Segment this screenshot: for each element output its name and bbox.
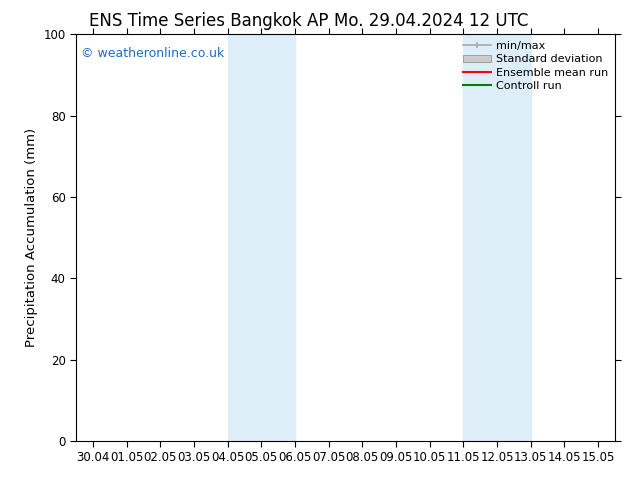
Text: © weatheronline.co.uk: © weatheronline.co.uk [81, 47, 224, 59]
Text: ENS Time Series Bangkok AP: ENS Time Series Bangkok AP [89, 12, 329, 30]
Legend: min/max, Standard deviation, Ensemble mean run, Controll run: min/max, Standard deviation, Ensemble me… [458, 37, 612, 96]
Text: Mo. 29.04.2024 12 UTC: Mo. 29.04.2024 12 UTC [334, 12, 528, 30]
Y-axis label: Precipitation Accumulation (mm): Precipitation Accumulation (mm) [25, 128, 38, 347]
Bar [228, 34, 295, 441]
Bar [463, 34, 531, 441]
